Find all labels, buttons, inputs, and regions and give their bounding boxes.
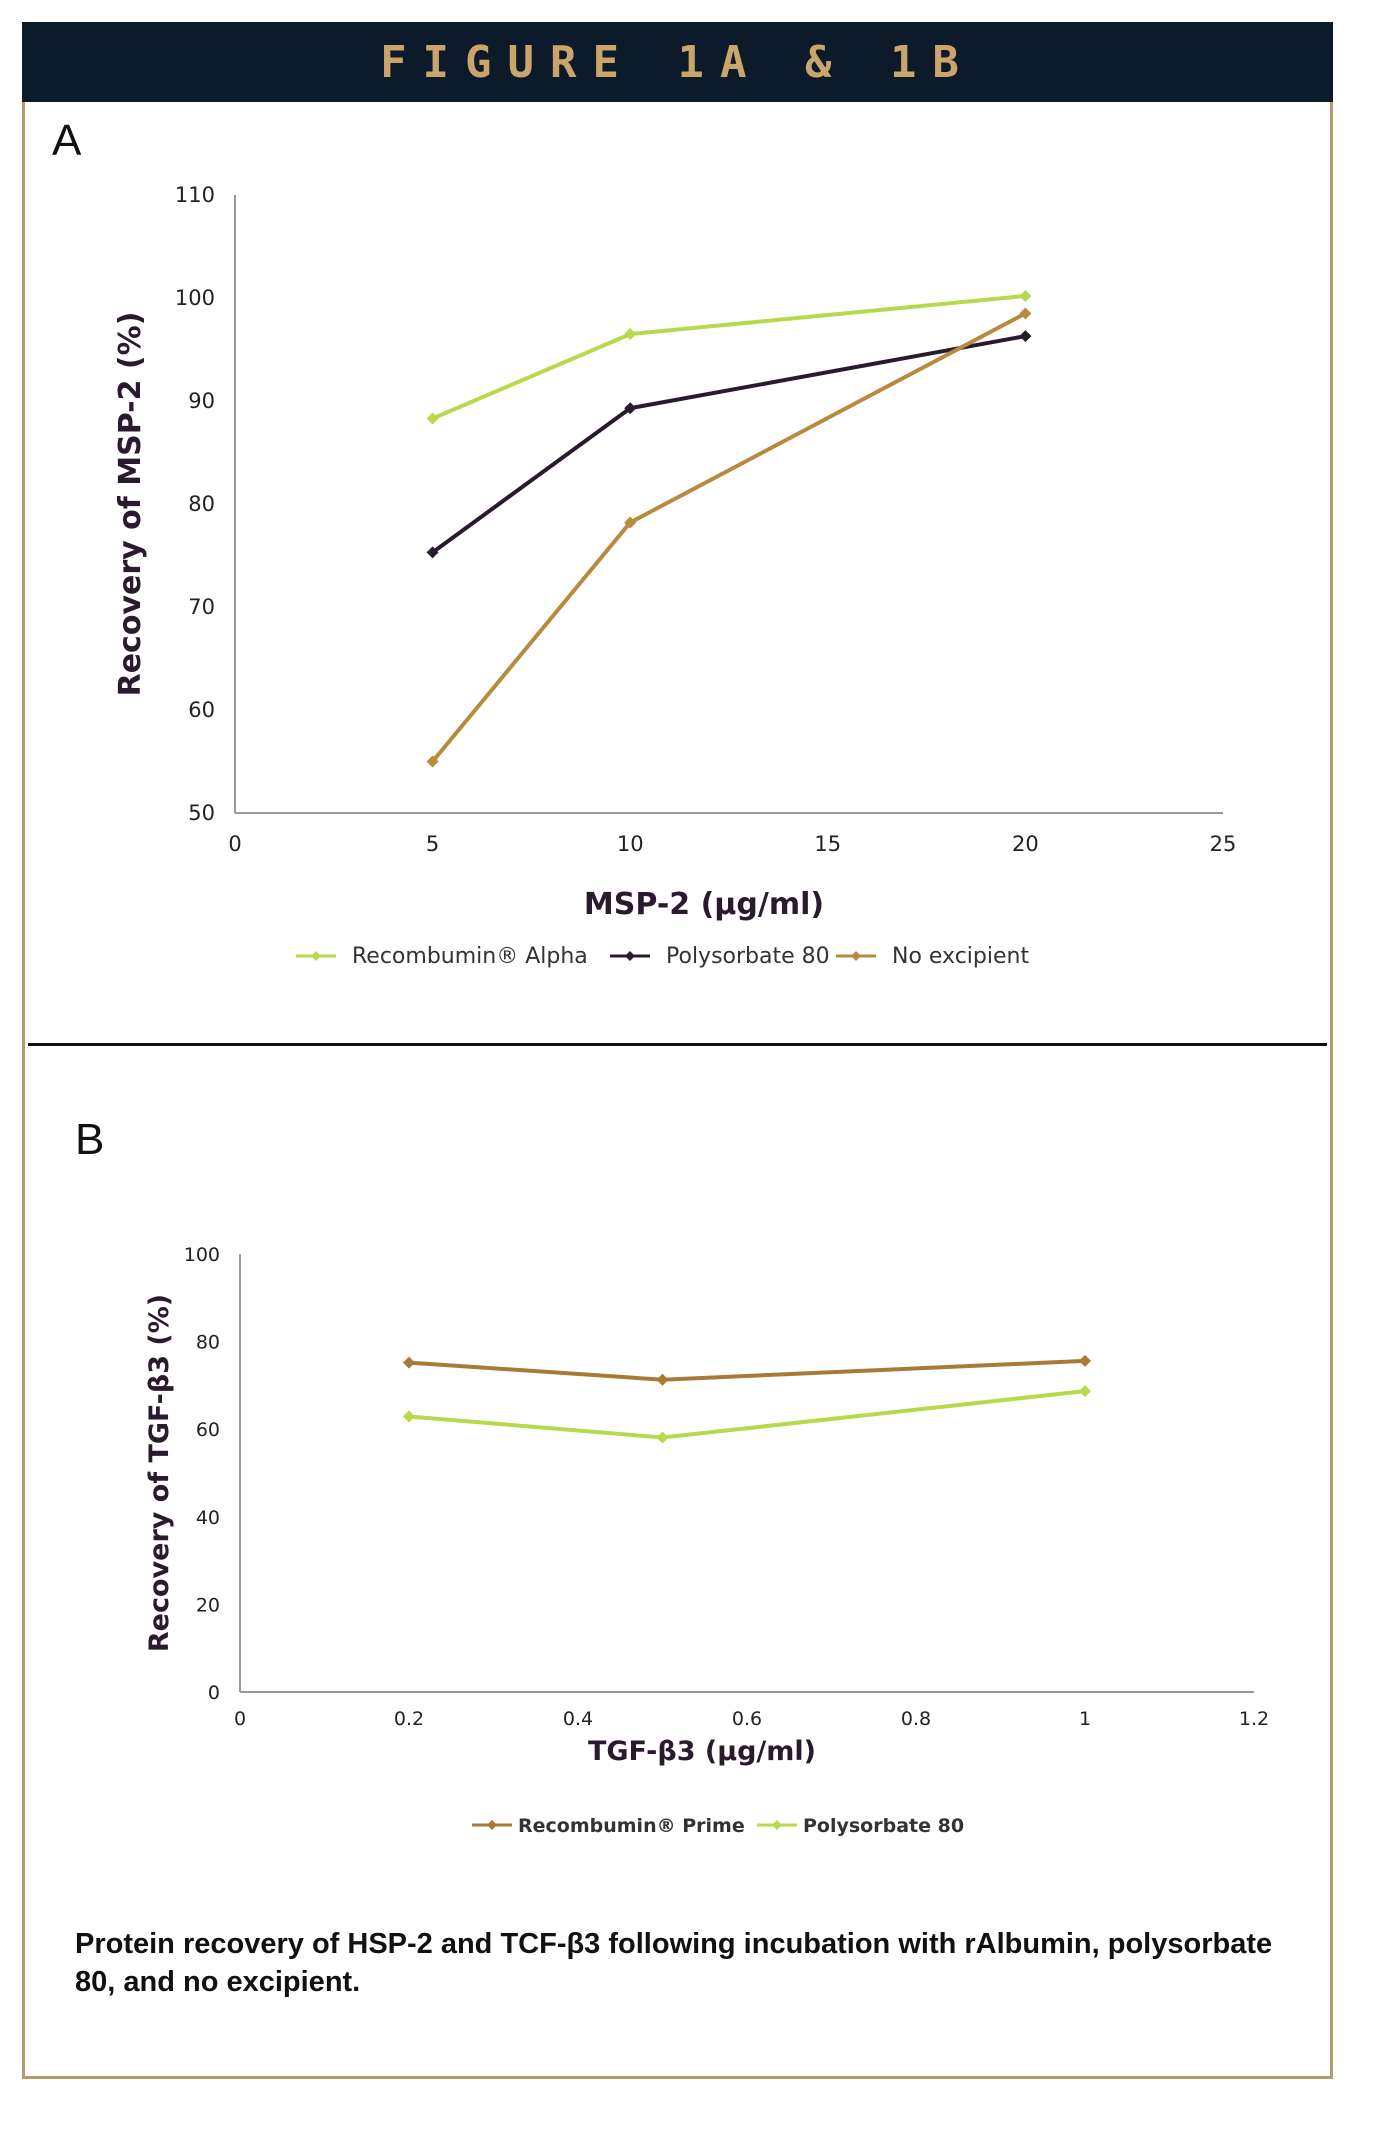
series-line-2 xyxy=(408,1389,1086,1440)
data-point xyxy=(426,412,439,425)
y-axis-label: Recovery of MSP-2 (%) xyxy=(113,312,148,697)
data-point xyxy=(403,1356,415,1369)
x-tick-label: 15 xyxy=(814,832,841,856)
y-tick-label: 20 xyxy=(196,1594,220,1616)
data-point xyxy=(656,1373,669,1386)
series-line-2 xyxy=(431,334,1026,555)
y-tick-label: 80 xyxy=(196,1332,220,1354)
x-tick-label: 1.2 xyxy=(1239,1708,1269,1730)
y-tick-label: 80 xyxy=(188,492,215,516)
data-point xyxy=(624,328,637,341)
panel-divider xyxy=(28,1043,1327,1046)
legend-marker xyxy=(311,951,321,961)
legend-label: No excipient xyxy=(892,944,1029,969)
panel-a-label: A xyxy=(52,116,82,165)
y-tick-label: 100 xyxy=(175,286,215,310)
x-tick-label: 0.8 xyxy=(901,1708,931,1730)
x-tick-label: 0 xyxy=(234,1708,246,1730)
legend-label: Polysorbate 80 xyxy=(666,944,830,969)
y-tick-label: 60 xyxy=(196,1419,220,1441)
data-point xyxy=(624,402,637,415)
data-point xyxy=(624,516,637,529)
x-tick-label: 0.6 xyxy=(732,1708,762,1730)
y-tick-label: 100 xyxy=(184,1244,220,1266)
figure-title: FIGURE 1A & 1B xyxy=(380,36,975,88)
x-tick-label: 0.4 xyxy=(563,1708,593,1730)
data-point xyxy=(403,1410,415,1423)
x-tick-label: 20 xyxy=(1012,832,1039,856)
figure-frame xyxy=(22,22,1333,2079)
data-point xyxy=(426,546,439,559)
figure-banner: FIGURE 1A & 1B xyxy=(22,22,1333,102)
legend-marker xyxy=(625,951,635,961)
legend-label: Polysorbate 80 xyxy=(803,1815,964,1837)
x-tick-label: 0.2 xyxy=(394,1708,424,1730)
chart-a: 50 60 70 80 90 100 110 0 5 10 15 20 25 MSP-2 (µg/ml) R… xyxy=(113,183,1237,969)
data-point xyxy=(1079,1385,1091,1398)
data-point xyxy=(1019,289,1032,302)
chart-b: 0 20 40 60 80 100 0 0.2 0.4 0.6 0.8 1 1.2 TGF-β3 (µg/… xyxy=(144,1244,1269,1837)
legend-marker xyxy=(851,951,861,961)
series-line-1 xyxy=(408,1358,1086,1382)
y-tick-label: 110 xyxy=(175,183,215,207)
x-tick-label: 5 xyxy=(426,832,439,856)
legend-label: Recombumin® Alpha xyxy=(352,944,588,969)
series-line-1 xyxy=(431,293,1026,421)
data-point xyxy=(1079,1354,1091,1367)
y-tick-label: 0 xyxy=(208,1682,220,1704)
legend-marker xyxy=(772,1820,782,1830)
y-tick-label: 50 xyxy=(188,801,215,825)
y-axis-label: Recovery of TGF-β3 (%) xyxy=(144,1294,175,1652)
x-tick-label: 25 xyxy=(1210,832,1237,856)
y-tick-label: 60 xyxy=(188,698,215,722)
x-tick-label: 1 xyxy=(1079,1708,1091,1730)
data-point xyxy=(1019,307,1032,320)
y-tick-label: 40 xyxy=(196,1507,220,1529)
legend-marker xyxy=(487,1820,497,1830)
x-tick-label: 0 xyxy=(228,832,241,856)
x-tick-label: 10 xyxy=(617,832,644,856)
y-tick-label: 70 xyxy=(188,595,215,619)
x-axis-label: TGF-β3 (µg/ml) xyxy=(588,1736,816,1767)
figure-caption: Protein recovery of HSP-2 and TCF-β3 fol… xyxy=(75,1928,1273,1998)
data-point xyxy=(656,1431,669,1444)
data-point xyxy=(1019,330,1032,343)
y-tick-label: 90 xyxy=(188,389,215,413)
x-axis-label: MSP-2 (µg/ml) xyxy=(584,887,824,922)
data-point xyxy=(426,755,439,768)
panel-b-label: B xyxy=(75,1115,105,1164)
legend-label: Recombumin® Prime xyxy=(518,1815,745,1837)
